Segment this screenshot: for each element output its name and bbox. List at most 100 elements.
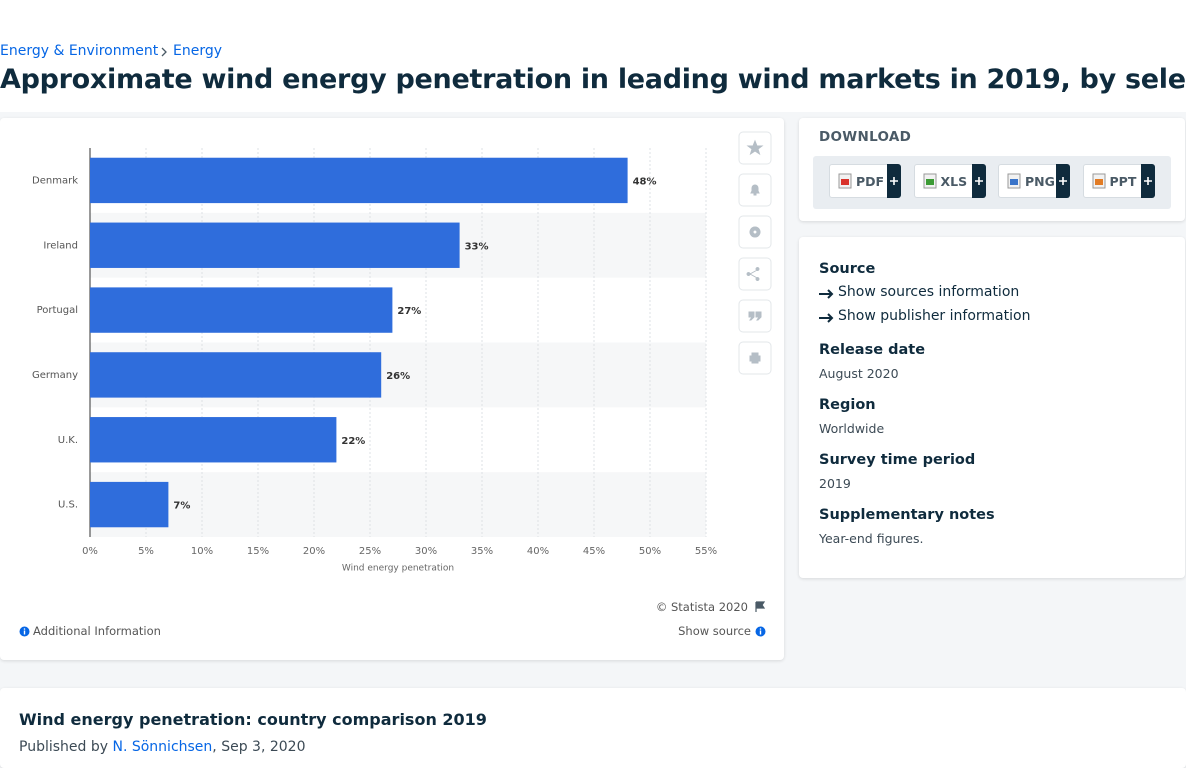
x-tick-label: 40% [527,546,549,557]
data-label: 48% [633,176,657,187]
detail-value: Year-end figures. [819,531,924,546]
x-tick-label: 55% [695,546,717,557]
tool-button[interactable] [738,215,772,249]
bar[interactable] [90,287,393,333]
bar[interactable] [90,157,628,204]
info-icon [755,626,766,637]
published-by: Published by [19,739,109,755]
additional-info-link[interactable]: Additional Information [33,624,161,638]
y-tick-label: Germany [32,370,78,381]
y-tick-label: Ireland [43,240,78,251]
page-title: Approximate wind energy penetration in l… [0,64,1186,95]
plus-icon [1059,177,1067,185]
bar[interactable] [90,417,337,463]
publisher-link[interactable]: Show publisher information [838,308,1031,324]
data-label: 7% [173,501,190,512]
download-button[interactable]: PPT [1082,164,1155,198]
detail-label: Release date [819,342,926,358]
x-tick-label: 0% [82,546,98,557]
data-label: 27% [397,306,421,317]
details-card: Source Show sources information Show pub… [799,237,1185,578]
button-bg [738,215,772,249]
show-source-link[interactable]: Show source [678,624,751,638]
file-icon [838,173,852,189]
header: Energy & Environment Energy Approximate … [0,0,1186,112]
x-tick-label: 30% [415,546,437,557]
y-tick-label: U.S. [58,500,78,511]
tool-button[interactable] [738,173,772,207]
arrow-icon [819,289,834,299]
x-tick-label: 20% [303,546,325,557]
download-title: DOWNLOAD [819,129,912,145]
flag-icon[interactable] [754,601,766,613]
tool-button[interactable] [738,131,772,165]
copyright: © Statista 2020 [655,600,748,614]
plus-button[interactable] [887,164,901,198]
y-tick-label: Portugal [37,305,78,316]
arrow-icon [819,313,834,323]
byline: Published by N. Sönnichsen, Sep 3, 2020 [19,739,305,755]
row-band [90,472,706,537]
detail-label: Survey time period [819,452,976,468]
x-tick-label: 35% [471,546,493,557]
button-icon [746,267,760,281]
detail-label: Region [819,397,876,413]
detail-value: 2019 [819,476,851,491]
button-icon [746,139,764,156]
y-tick-label: U.K. [58,435,78,446]
format-label: PNG [1025,174,1055,189]
x-tick-label: 45% [583,546,605,557]
x-tick-label: 5% [138,546,154,557]
source-label: Source [819,261,876,277]
x-tick-label: 50% [639,546,661,557]
format-label: XLS [940,174,968,189]
plus-icon [890,177,898,185]
plus-button[interactable] [971,164,986,198]
x-tick-label: 15% [247,546,269,557]
y-tick-label: Denmark [32,175,78,186]
bar[interactable] [90,352,382,398]
tool-button[interactable] [738,299,772,333]
file-icon [1007,173,1021,189]
button-bg [738,299,772,333]
plus-button[interactable] [1056,164,1070,198]
bar[interactable] [90,481,169,528]
button-bg [738,257,772,291]
button-icon [748,311,762,321]
breadcrumb-link[interactable]: Energy [173,43,223,59]
detail-value: Worldwide [819,421,885,436]
plus-icon [974,177,983,185]
download-button[interactable]: PDF [829,164,901,198]
breadcrumb-link[interactable]: Energy & Environment [0,43,159,59]
format-label: PDF [856,174,885,189]
article-card: Wind energy penetration: country compari… [0,688,1186,768]
format-label: PPT [1109,174,1137,189]
tool-button[interactable] [738,257,772,291]
x-tick-label: 25% [359,546,381,557]
download-button[interactable]: PNG [998,164,1070,198]
data-label: 33% [465,241,489,252]
x-tick-label: 10% [191,546,213,557]
sources-link[interactable]: Show sources information [838,284,1020,300]
publish-date: , Sep 3, 2020 [212,739,306,755]
tool-button[interactable] [738,341,772,375]
plus-icon [1143,177,1152,185]
author-link[interactable]: N. Sönnichsen [112,739,213,755]
button-icon [749,226,761,238]
file-icon [1092,173,1105,189]
data-label: 22% [341,436,365,447]
x-axis-title: Wind energy penetration [342,564,454,574]
chart-card: 0% 5% 10% 15% 20% 25% 30% 35% 40% 45% 50% 55% Wind e… [0,118,784,660]
download-button[interactable]: XLS [913,164,986,198]
detail-value: August 2020 [819,366,899,381]
bar[interactable] [90,222,460,268]
download-card: DOWNLOAD PDF XLS PNG PPT [799,118,1185,221]
article-title: Wind energy penetration: country compari… [19,710,487,729]
chart: 0% 5% 10% 15% 20% 25% 30% 35% 40% 45% 50% 55% Wind e… [32,131,772,574]
plus-button[interactable] [1140,164,1155,198]
info-icon [19,626,30,637]
detail-label: Supplementary notes [819,507,995,523]
data-label: 26% [386,371,410,382]
breadcrumb-separator [161,47,167,57]
